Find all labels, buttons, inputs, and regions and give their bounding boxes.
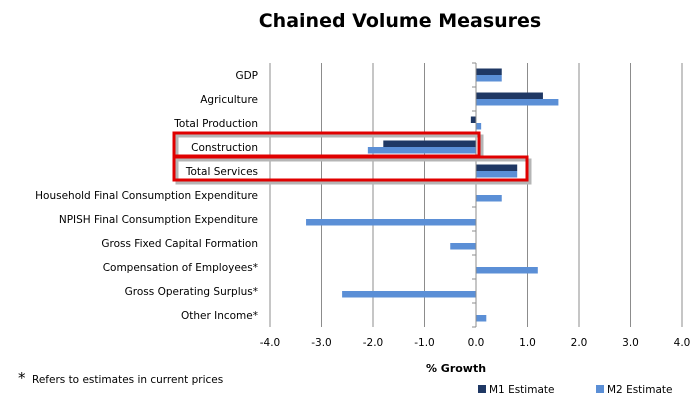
bar-m1 (476, 68, 502, 75)
x-tick-label: 4.0 (674, 337, 691, 349)
bar-m2 (476, 315, 487, 322)
category-label: Total Production (173, 118, 258, 130)
legend-label: M2 Estimate (607, 384, 672, 396)
category-label: Gross Operating Surplus* (125, 286, 258, 298)
legend-swatch (596, 385, 604, 393)
category-label: GDP (235, 70, 258, 82)
bar-m2 (306, 219, 476, 226)
highlight-box (172, 155, 529, 182)
bar-m2 (476, 123, 482, 130)
footnote-text: Refers to estimates in current prices (32, 374, 223, 386)
x-tick-labels: -4.0 -3.0 -2.0 -1.0 0.0 1.0 2.0 3.0 4.0 (260, 337, 691, 349)
x-tick-label: 2.0 (571, 337, 588, 349)
x-tick-label: -4.0 (260, 337, 281, 349)
category-label: Household Final Consumption Expenditure (35, 190, 258, 202)
category-label: Construction (191, 142, 258, 154)
category-labels: GDP Agriculture Total Production Constructi… (35, 70, 258, 322)
bar-m2 (342, 291, 476, 298)
bar-m2 (476, 171, 518, 178)
bar-m1 (476, 164, 518, 171)
bar-m2 (476, 75, 502, 82)
x-tick-label: 1.0 (519, 337, 536, 349)
bar-m1 (470, 116, 476, 123)
category-label: Gross Fixed Capital Formation (101, 238, 258, 250)
bar-m2 (367, 147, 476, 154)
bar-m2 (450, 243, 476, 250)
x-tick-label: 3.0 (622, 337, 639, 349)
legend-label: M1 Estimate (489, 384, 554, 396)
bar-m2 (476, 195, 502, 202)
chart-title: Chained Volume Measures (259, 10, 542, 32)
legend-swatch (478, 385, 486, 393)
category-label: Total Services (185, 166, 258, 178)
category-label: NPISH Final Consumption Expenditure (59, 214, 258, 226)
bar-m1 (476, 92, 543, 99)
axes (472, 62, 477, 328)
highlight-boxes (172, 131, 532, 185)
x-tick-label: 0.0 (468, 337, 485, 349)
category-label: Other Income* (181, 310, 258, 322)
bar-m2 (476, 99, 559, 106)
x-tick-label: -3.0 (311, 337, 332, 349)
bar-m1 (383, 140, 476, 147)
bar-m2 (476, 267, 538, 274)
category-label: Agriculture (200, 94, 258, 106)
bars (306, 68, 559, 322)
x-tick-label: -2.0 (363, 337, 384, 349)
category-label: Compensation of Employees* (103, 262, 258, 274)
x-axis-label: % Growth (426, 362, 486, 375)
x-tick-label: -1.0 (414, 337, 435, 349)
footnote-star: * (18, 369, 26, 387)
legend: M1 Estimate M2 Estimate (478, 384, 672, 396)
highlight-shadow (175, 158, 532, 185)
